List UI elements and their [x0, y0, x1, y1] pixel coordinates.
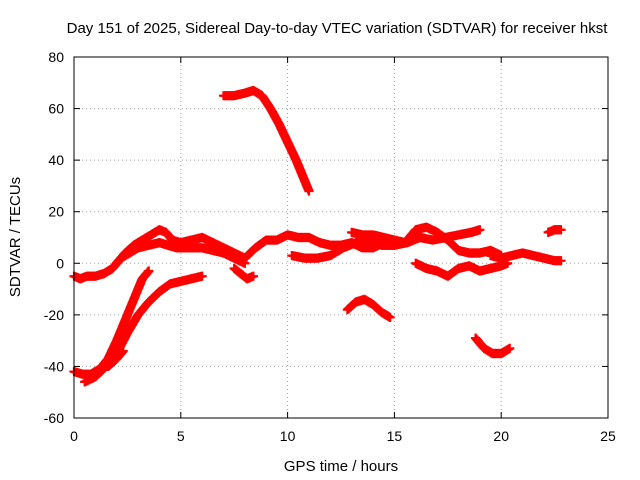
x-tick-label: 10: [280, 428, 296, 444]
data-point-interp: [555, 256, 565, 266]
data-point-interp: [501, 259, 511, 269]
data-point-interp: [303, 185, 314, 195]
y-ticks: -60 -40 -20 0 20 40 60 80: [44, 49, 608, 426]
data-point-interp: [555, 225, 565, 235]
x-tick-label: 15: [387, 428, 403, 444]
grid: [74, 57, 608, 418]
x-tick-label: 20: [493, 428, 509, 444]
data-point-interp: [474, 225, 484, 235]
y-tick-label: 60: [48, 101, 64, 117]
y-axis-label: SDTVAR / TECUs: [7, 177, 24, 297]
y-tick-label: -20: [44, 307, 64, 323]
y-tick-label: -40: [44, 358, 64, 374]
data-points: [69, 85, 566, 387]
x-axis-label: GPS time / hours: [284, 458, 398, 475]
y-tick-label: 20: [48, 204, 64, 220]
chart-title: Day 151 of 2025, Sidereal Day-to-day VTE…: [67, 20, 609, 37]
x-tick-label: 0: [70, 428, 78, 444]
y-tick-label: 40: [48, 152, 64, 168]
y-tick-label: 80: [48, 49, 64, 65]
data-point-interp: [384, 312, 394, 322]
x-tick-label: 25: [600, 428, 616, 444]
y-tick-label: 0: [56, 255, 64, 271]
data-point-interp: [504, 344, 514, 354]
x-ticks: 0 5 10 15 20 25: [70, 57, 616, 444]
y-tick-label: -60: [44, 410, 64, 426]
data-point-interp: [196, 271, 206, 282]
x-tick-label: 5: [177, 428, 185, 444]
data-point-interp: [117, 347, 127, 357]
data-point-interp: [247, 272, 257, 282]
data-point-interp: [143, 267, 153, 277]
plot-frame: [73, 56, 609, 419]
